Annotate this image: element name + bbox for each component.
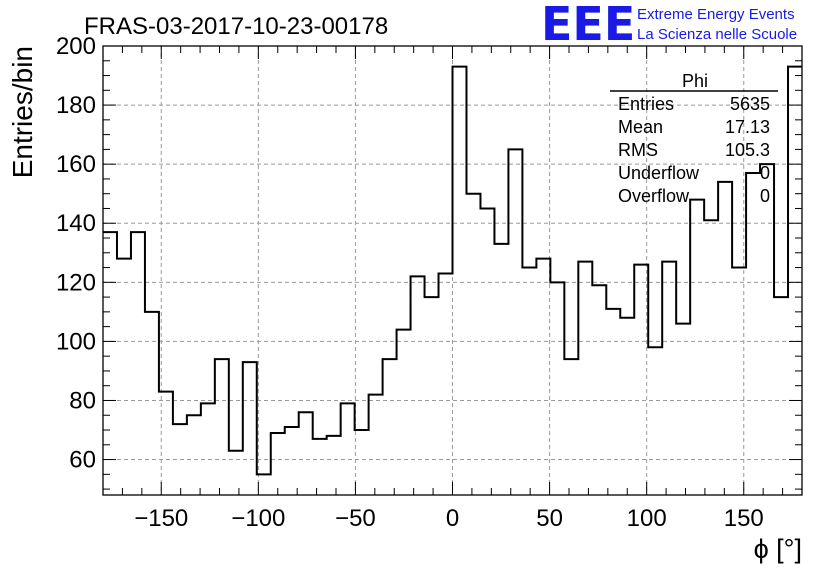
y-tick-label: 80 bbox=[69, 387, 96, 414]
x-tick-label: 150 bbox=[724, 505, 764, 532]
histogram-bin bbox=[746, 173, 760, 495]
histogram-bin bbox=[620, 318, 634, 495]
stats-value: 0 bbox=[760, 186, 770, 206]
histogram-bin bbox=[718, 182, 732, 495]
histogram-bin bbox=[592, 285, 606, 495]
histogram-bin bbox=[606, 309, 620, 495]
x-tick-label: −150 bbox=[134, 505, 188, 532]
stats-value: 0 bbox=[760, 163, 770, 183]
histogram-bin bbox=[201, 403, 215, 495]
histogram-bin bbox=[439, 273, 453, 495]
histogram-bin bbox=[522, 268, 536, 495]
histogram-bin bbox=[369, 395, 383, 495]
histogram-bin bbox=[187, 415, 201, 495]
stats-value: 5635 bbox=[730, 94, 770, 114]
histogram-bin bbox=[480, 208, 494, 495]
histogram-bin bbox=[215, 359, 229, 495]
histogram-bin bbox=[634, 265, 648, 495]
histogram-bin bbox=[355, 430, 369, 495]
x-axis-label: ϕ [°] bbox=[754, 534, 802, 564]
histogram-bin bbox=[229, 451, 243, 495]
y-tick-label: 140 bbox=[56, 210, 96, 237]
chart-title: FRAS-03-2017-10-23-00178 bbox=[84, 13, 388, 40]
y-tick-label: 100 bbox=[56, 328, 96, 355]
histogram-bin bbox=[704, 220, 718, 495]
histogram-bin bbox=[159, 392, 173, 495]
histogram-bin bbox=[383, 359, 397, 495]
histogram-bin bbox=[271, 433, 285, 495]
histogram-bin bbox=[508, 149, 522, 495]
histogram-bin bbox=[145, 312, 159, 495]
histogram-outline bbox=[103, 65, 802, 476]
histogram-bin bbox=[131, 232, 145, 495]
y-axis-label: Entries/bin bbox=[7, 46, 38, 178]
y-tick-label: 160 bbox=[56, 151, 96, 178]
histogram-bin bbox=[327, 436, 341, 495]
histogram-bin bbox=[774, 297, 788, 495]
eee-logo-mark: EEE bbox=[541, 0, 635, 51]
histogram-bin bbox=[648, 347, 662, 495]
y-tick-label: 60 bbox=[69, 447, 96, 474]
y-axis: 60 80 100 120 140 160 180 200 bbox=[56, 33, 802, 490]
x-tick-label: 0 bbox=[446, 505, 459, 532]
x-tick-label: 100 bbox=[627, 505, 667, 532]
x-tick-label: −50 bbox=[335, 505, 376, 532]
histogram-bin bbox=[257, 474, 271, 495]
histogram-bin bbox=[411, 276, 425, 495]
histogram-series bbox=[103, 65, 802, 495]
histogram-bin bbox=[397, 330, 411, 495]
histogram-bin bbox=[103, 232, 117, 495]
x-tick-label: 50 bbox=[536, 505, 563, 532]
histogram-bin bbox=[466, 194, 480, 495]
histogram-bin bbox=[453, 67, 467, 495]
stats-label: Mean bbox=[618, 117, 663, 137]
stats-title: Phi bbox=[682, 71, 708, 91]
histogram-bin bbox=[690, 200, 704, 495]
x-tick-label: −100 bbox=[231, 505, 285, 532]
stats-value: 17.13 bbox=[725, 117, 770, 137]
histogram-bin bbox=[788, 67, 802, 495]
logo-line-1: Extreme Energy Events bbox=[637, 6, 795, 23]
histogram-bin bbox=[341, 403, 355, 495]
histogram-bin bbox=[425, 297, 439, 495]
stats-label: RMS bbox=[618, 140, 658, 160]
stats-label: Underflow bbox=[618, 163, 700, 183]
y-tick-label: 180 bbox=[56, 92, 96, 119]
x-axis: −150 −100 −50 0 50 100 150 bbox=[102, 46, 803, 532]
histogram-bin bbox=[494, 244, 508, 495]
stats-box: Phi Entries 5635 Mean 17.13 RMS 105.3 Un… bbox=[610, 71, 778, 206]
histogram-bin bbox=[299, 412, 313, 495]
histogram-bin bbox=[760, 164, 774, 495]
y-tick-label: 200 bbox=[56, 33, 96, 60]
histogram-bin bbox=[285, 427, 299, 495]
histogram-bin bbox=[564, 359, 578, 495]
histogram-bin bbox=[313, 439, 327, 495]
stats-label: Overflow bbox=[618, 186, 690, 206]
y-tick-label: 120 bbox=[56, 269, 96, 296]
stats-label: Entries bbox=[618, 94, 674, 114]
logo-line-2: La Scienza nelle Scuole bbox=[637, 26, 797, 43]
histogram-bin bbox=[550, 282, 564, 495]
histogram-bin bbox=[676, 324, 690, 495]
histogram-bin bbox=[243, 362, 257, 495]
stats-value: 105.3 bbox=[725, 140, 770, 160]
